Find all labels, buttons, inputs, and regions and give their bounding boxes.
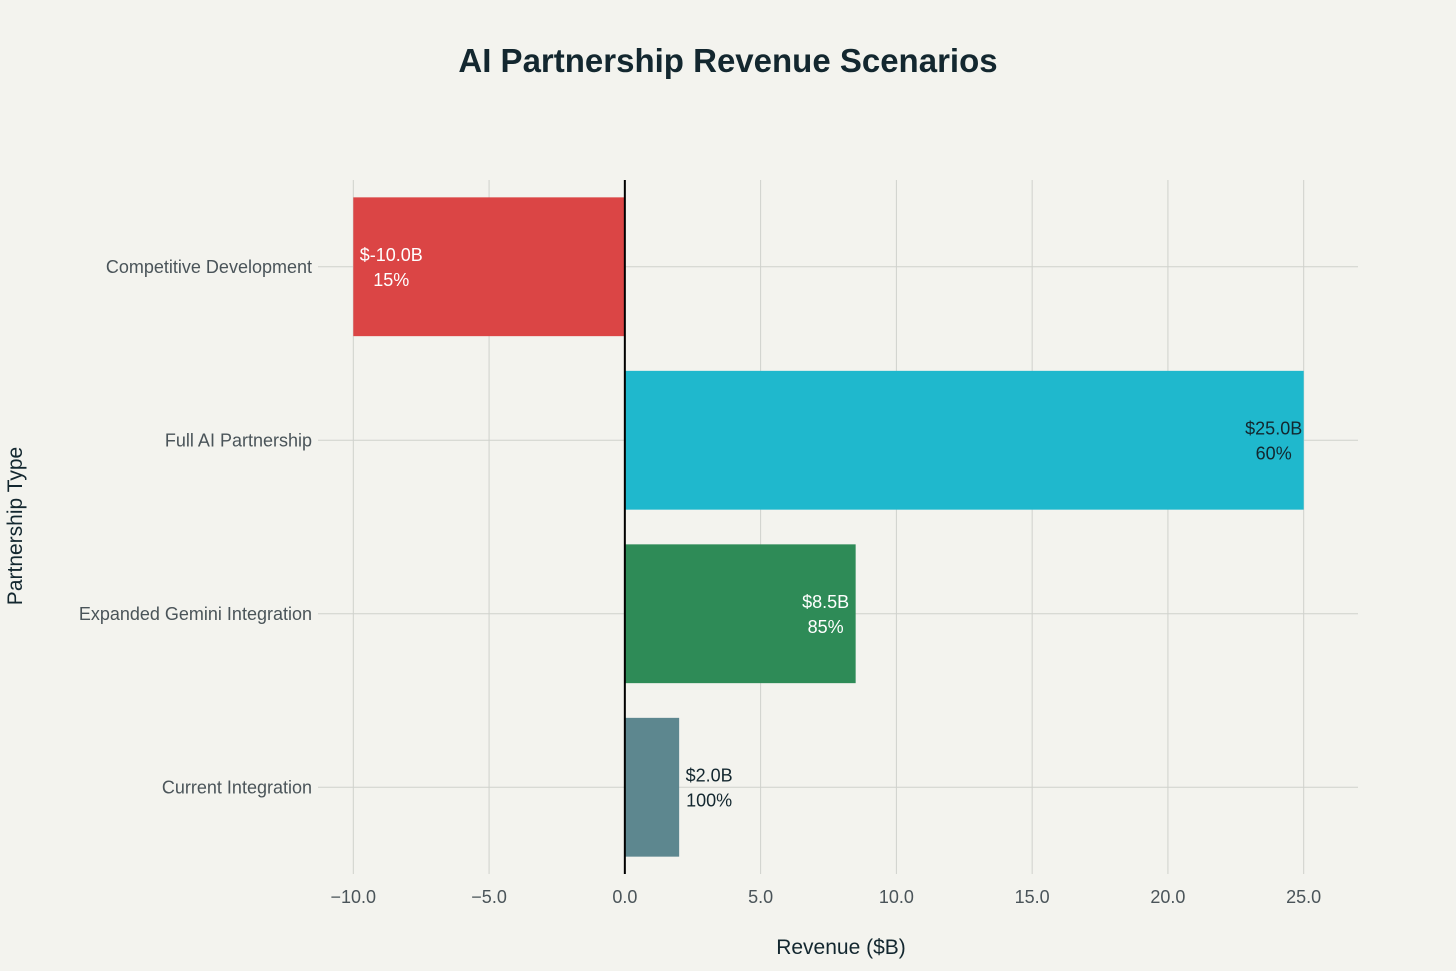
bars [353,197,1304,857]
y-tick-label: Current Integration [162,777,312,797]
bar-probability-label: 85% [808,617,844,637]
x-tick-label: 0.0 [612,887,637,907]
x-tick-label: 15.0 [1015,887,1050,907]
x-tick-label: 25.0 [1286,887,1321,907]
x-tick-label: 10.0 [879,887,914,907]
y-axis-title: Partnership Type [4,447,27,605]
bar [624,370,1304,510]
y-axis-tick-labels: Competitive Development Full AI Partnersh… [79,257,312,798]
bar-probability-label: 15% [373,270,409,290]
x-axis-tick-labels: −10.0 −5.0 0.0 5.0 10.0 15.0 20.0 25.0 [331,887,1322,907]
x-tick-label: −5.0 [471,887,507,907]
bar [353,197,625,337]
chart-title: AI Partnership Revenue Scenarios [458,42,997,79]
bar-value-label: $25.0B [1245,418,1302,438]
bar [624,717,680,857]
y-tick-label: Expanded Gemini Integration [79,604,312,624]
bar-value-label: $-10.0B [360,245,423,265]
bar-probability-label: 100% [686,790,732,810]
y-tick-label: Competitive Development [106,257,312,277]
x-tick-label: 5.0 [748,887,773,907]
x-tick-label: −10.0 [331,887,377,907]
bar-value-label: $8.5B [802,592,849,612]
bar-labels: $-10.0B 15% $25.0B 60% $8.5B 85% $2.0B 100% [360,245,1302,811]
x-tick-label: 20.0 [1150,887,1185,907]
x-axis-title: Revenue ($B) [776,936,906,959]
bar [624,544,856,684]
bar-probability-label: 60% [1256,443,1292,463]
y-tick-label: Full AI Partnership [165,430,312,450]
bar-value-label: $2.0B [686,765,733,785]
